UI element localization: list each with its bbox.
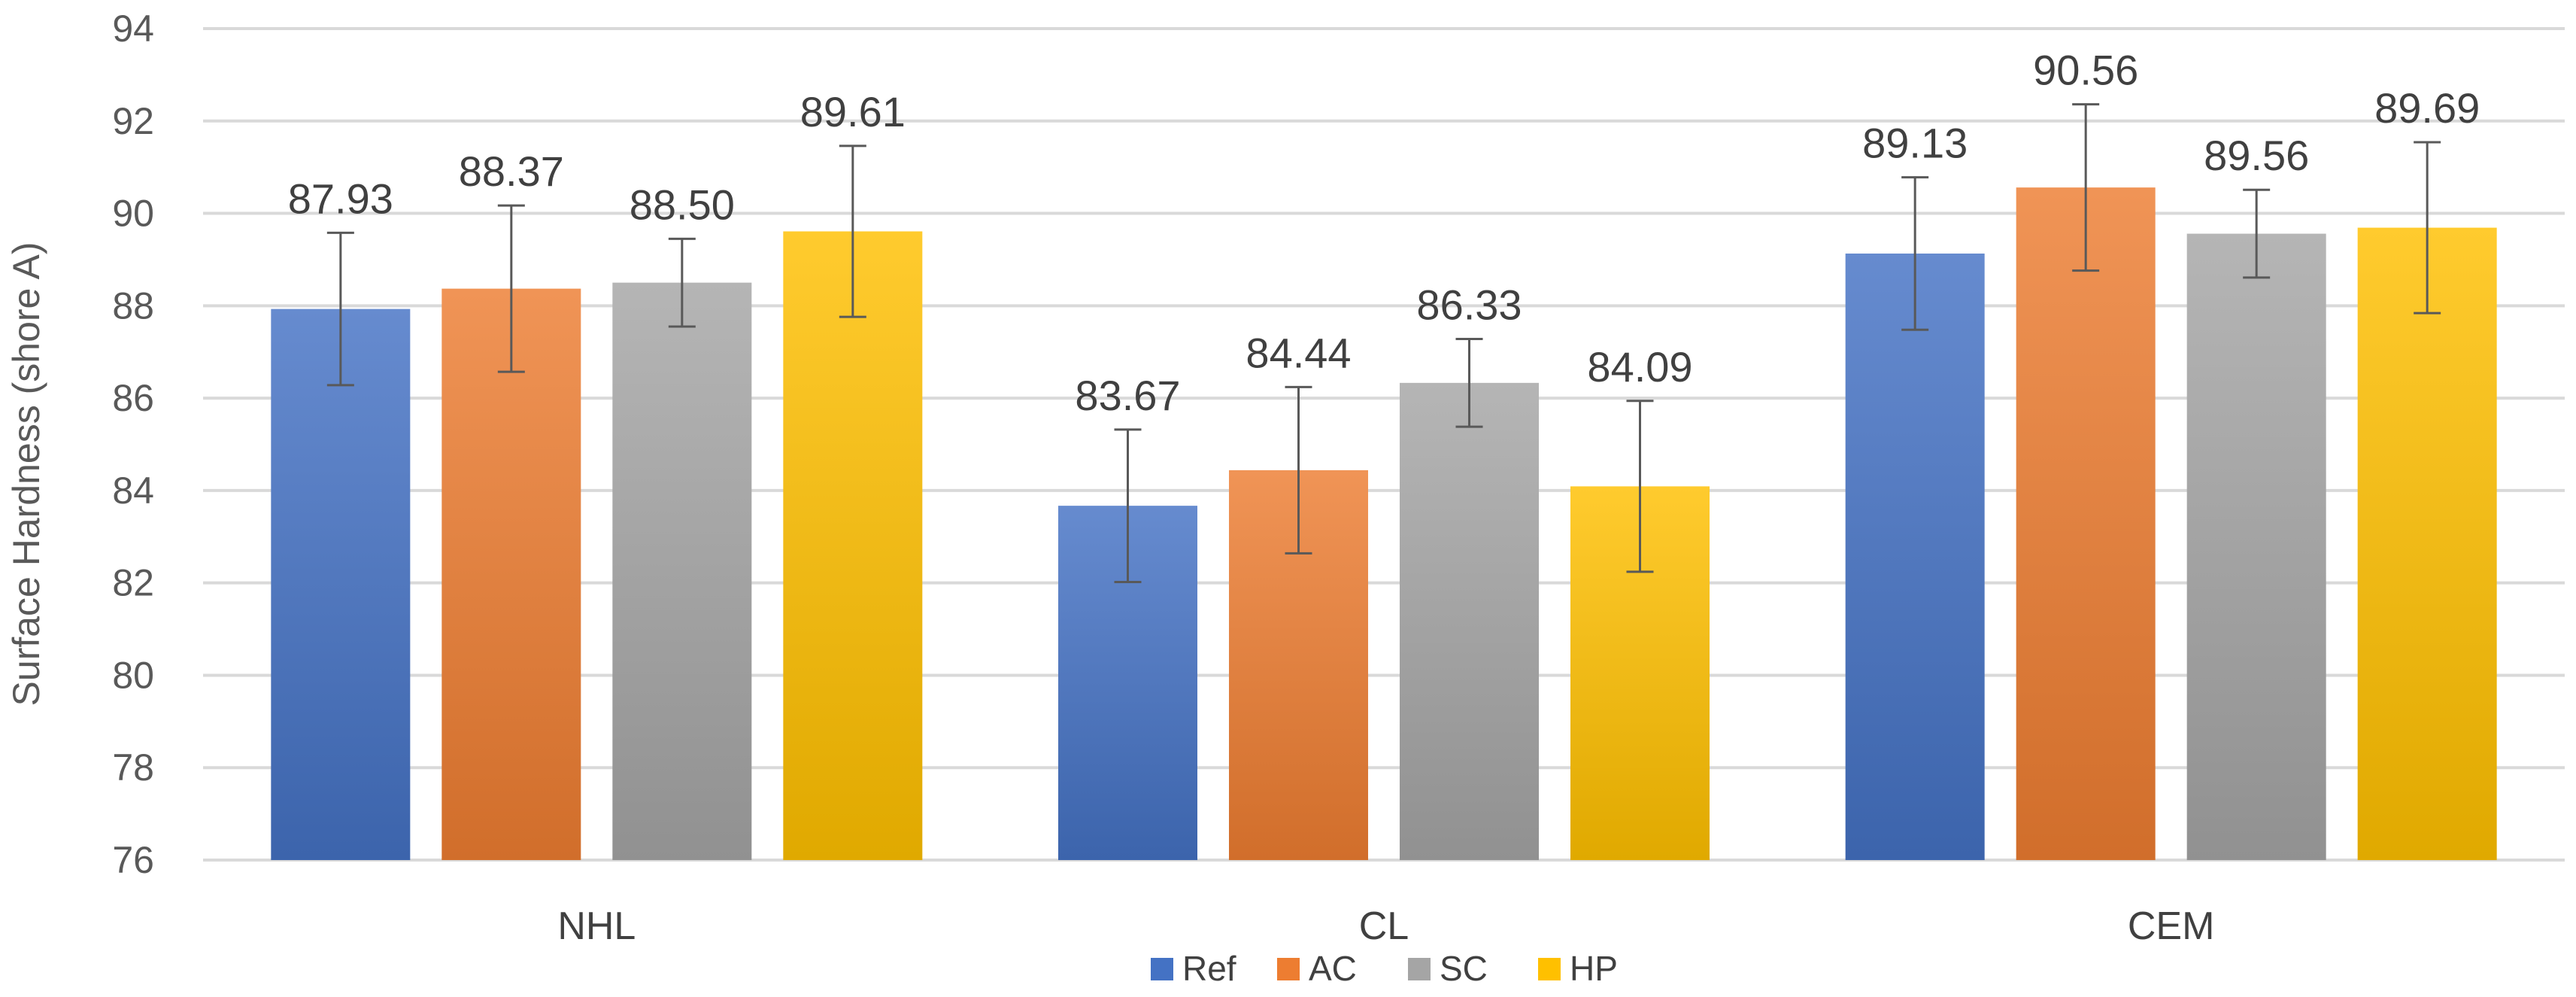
error-bar xyxy=(2243,188,2271,279)
bar-sc-nhl xyxy=(612,282,752,860)
error-bar xyxy=(326,231,354,387)
error-bars xyxy=(326,103,2441,583)
x-category-label: NHL xyxy=(557,904,636,948)
legend-label: HP xyxy=(1570,949,1618,988)
data-label: 88.37 xyxy=(459,147,564,195)
x-category-label: CL xyxy=(1359,904,1409,948)
error-bar xyxy=(2414,141,2441,315)
y-tick-label: 94 xyxy=(112,8,154,50)
legend-label: SC xyxy=(1440,949,1488,988)
bar-hp-cem xyxy=(2357,227,2497,860)
error-bar xyxy=(1114,428,1142,583)
data-label: 84.09 xyxy=(1587,343,1692,391)
y-tick-label: 78 xyxy=(112,746,154,789)
data-label: 88.50 xyxy=(630,181,735,228)
bars xyxy=(271,187,2497,861)
error-bar xyxy=(497,204,525,373)
data-label: 90.56 xyxy=(2033,47,2138,94)
y-tick-label: 92 xyxy=(112,100,154,142)
bar-hp-nhl xyxy=(783,231,923,861)
data-label: 83.67 xyxy=(1075,372,1180,419)
y-tick-label: 82 xyxy=(112,562,154,604)
data-label: 89.13 xyxy=(1862,120,1968,167)
y-tick-label: 90 xyxy=(112,193,154,235)
legend-swatch xyxy=(1538,958,1561,980)
legend-label: AC xyxy=(1309,949,1357,988)
y-tick-label: 86 xyxy=(112,377,154,419)
y-tick-label: 88 xyxy=(112,284,154,327)
bar-sc-cem xyxy=(2186,233,2326,861)
gridlines xyxy=(203,27,2565,862)
error-bar xyxy=(1901,176,1929,331)
error-bar xyxy=(668,237,696,328)
error-bar xyxy=(839,144,866,318)
bar-ac-nhl xyxy=(441,288,581,860)
error-bar xyxy=(1626,400,1654,573)
legend-item-sc: SC xyxy=(1408,949,1488,988)
legend-item-ref: Ref xyxy=(1151,949,1236,988)
error-bar xyxy=(1285,385,1312,555)
legend-swatch xyxy=(1151,958,1173,980)
error-bar xyxy=(2072,103,2100,272)
bar-ac-cem xyxy=(2016,187,2156,860)
legend: Ref AC SC HP xyxy=(1151,949,1618,988)
legend-item-hp: HP xyxy=(1538,949,1618,988)
data-label: 89.61 xyxy=(800,88,906,135)
legend-swatch xyxy=(1408,958,1431,980)
data-label: 86.33 xyxy=(1416,281,1522,329)
legend-label: Ref xyxy=(1182,949,1236,988)
legend-swatch xyxy=(1277,958,1300,980)
y-tick-label: 84 xyxy=(112,470,154,512)
legend-item-ac: AC xyxy=(1277,949,1357,988)
bar-sc-cl xyxy=(1400,382,1539,860)
y-tick-label: 80 xyxy=(112,654,154,696)
y-axis-ticks: 76 78 80 82 84 86 88 90 92 94 xyxy=(112,8,154,881)
x-axis-categories: NHL CL CEM xyxy=(557,904,2214,948)
y-tick-label: 76 xyxy=(112,839,154,881)
y-axis-title: Surface Hardness (shore A) xyxy=(5,242,47,707)
data-label: 89.69 xyxy=(2374,84,2480,132)
data-label: 89.56 xyxy=(2204,132,2309,179)
error-bar xyxy=(1455,338,1483,428)
bar-ref-cem xyxy=(1845,253,1985,861)
bar-ref-nhl xyxy=(271,309,411,860)
data-label: 87.93 xyxy=(288,175,393,222)
data-labels: 87.93 88.37 88.50 89.61 83.67 84.44 86.33 84.09… xyxy=(288,47,2480,419)
data-label: 84.44 xyxy=(1246,329,1351,376)
x-category-label: CEM xyxy=(2128,904,2215,948)
